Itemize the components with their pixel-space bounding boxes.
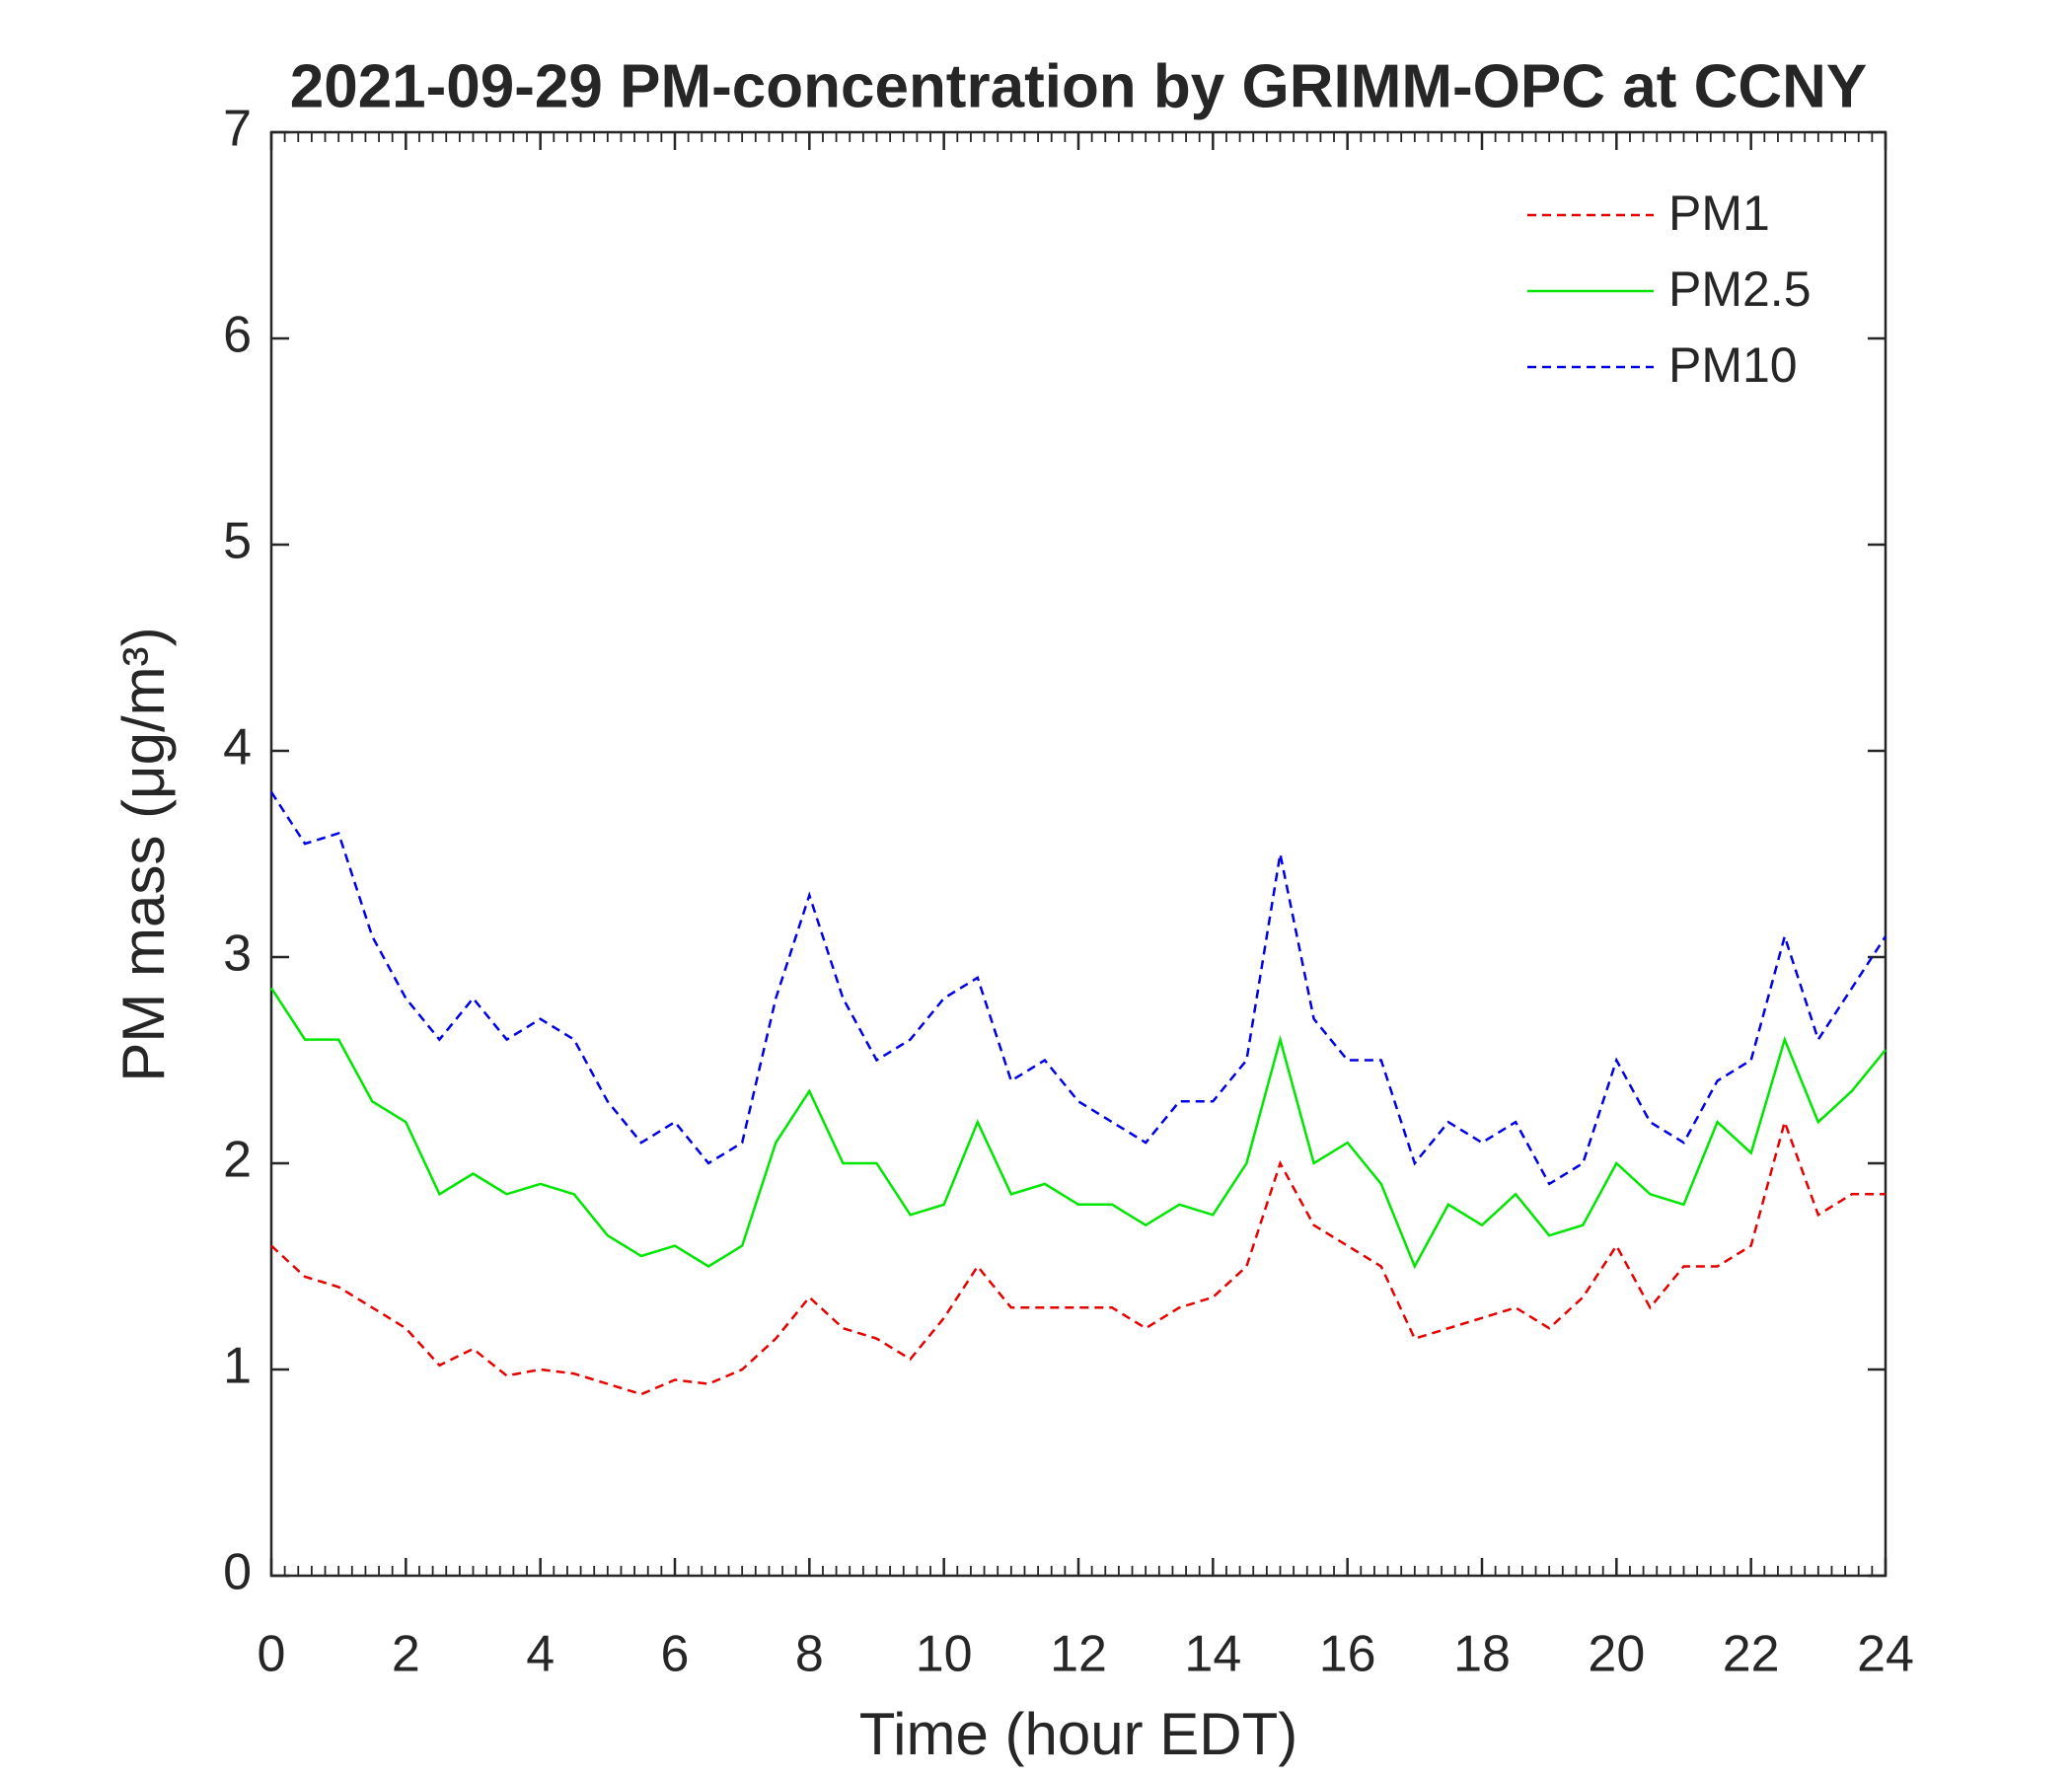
y-tick-label: 6 — [223, 307, 252, 364]
x-tick-label: 14 — [1184, 1626, 1241, 1683]
x-axis-label: Time (hour EDT) — [859, 1701, 1298, 1767]
y-tick-label: 2 — [223, 1132, 252, 1189]
y-tick-label: 0 — [223, 1544, 252, 1601]
y-tick-label: 7 — [223, 101, 252, 158]
x-tick-label: 0 — [258, 1626, 286, 1683]
chart-title: 2021-09-29 PM-concentration by GRIMM-OPC… — [290, 52, 1868, 120]
x-tick-label: 6 — [661, 1626, 690, 1683]
y-tick-label: 1 — [223, 1338, 252, 1395]
legend-label: PM10 — [1668, 337, 1798, 393]
x-tick-label: 20 — [1588, 1626, 1645, 1683]
data-line — [269, 987, 1887, 1270]
x-tick-label: 24 — [1857, 1626, 1914, 1683]
x-tick-label: 4 — [526, 1626, 555, 1683]
legend-label: PM2.5 — [1668, 261, 1812, 317]
y-axis-label: PM mass (μg/m³) — [111, 627, 177, 1081]
x-tick-label: 8 — [795, 1626, 824, 1683]
y-tick-label: 4 — [223, 719, 252, 777]
legend-label: PM1 — [1668, 185, 1770, 241]
x-tick-label: 22 — [1723, 1626, 1780, 1683]
y-tick-label: 5 — [223, 513, 252, 570]
x-tick-label: 16 — [1319, 1626, 1376, 1683]
x-tick-label: 2 — [392, 1626, 420, 1683]
data-line — [269, 791, 1887, 1186]
x-tick-label: 18 — [1453, 1626, 1511, 1683]
plot-frame — [269, 130, 1887, 1578]
x-tick-label: 12 — [1050, 1626, 1107, 1683]
y-tick-label: 3 — [223, 925, 252, 983]
x-tick-label: 10 — [916, 1626, 973, 1683]
